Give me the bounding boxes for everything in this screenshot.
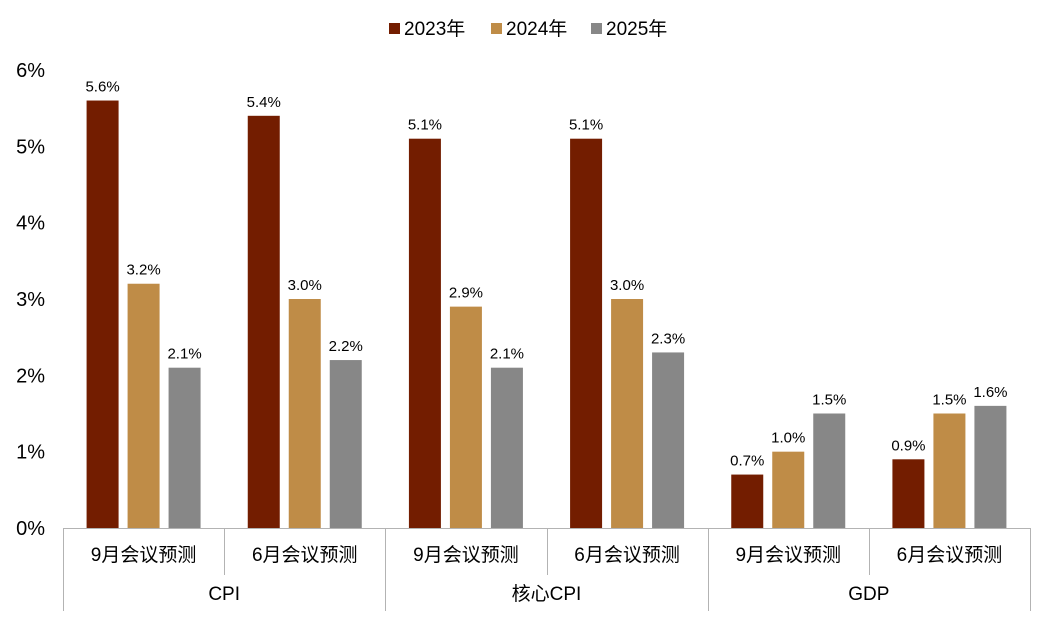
legend-label-1: 2024年 <box>506 18 567 40</box>
x-group-label: GDP <box>848 584 889 605</box>
data-label: 5.1% <box>569 117 603 134</box>
legend-label-2: 2025年 <box>606 18 667 40</box>
data-label: 5.6% <box>85 79 119 96</box>
y-tick-label: 3% <box>16 289 45 311</box>
y-tick-label: 4% <box>16 213 45 235</box>
x-category-label: 6月会议预测 <box>574 544 680 566</box>
bar-2-4 <box>813 413 846 528</box>
x-category-label: 6月会议预测 <box>897 544 1003 566</box>
bar-1-0 <box>127 283 160 528</box>
x-category-label: 6月会议预测 <box>252 544 358 566</box>
data-label: 1.5% <box>812 392 846 409</box>
bar-0-1 <box>247 115 280 529</box>
bar-2-2 <box>490 367 523 528</box>
data-label: 3.0% <box>610 277 644 294</box>
data-label: 1.0% <box>771 430 805 447</box>
bar-2-0 <box>168 367 201 528</box>
y-axis: 0% 1% 2% 3% 4% 5% 6% <box>16 60 45 540</box>
data-label: 3.2% <box>126 262 160 279</box>
x-category-label: 9月会议预测 <box>413 544 519 566</box>
x-category-label: 9月会议预测 <box>735 544 841 566</box>
bar-2-1 <box>329 360 362 528</box>
data-label: 0.7% <box>730 453 764 470</box>
legend: 2023年 2024年 2025年 <box>389 18 667 40</box>
bar-1-3 <box>611 299 644 528</box>
bar-1-2 <box>449 306 482 528</box>
y-tick-label: 2% <box>16 365 45 387</box>
bar-1-4 <box>772 451 805 528</box>
bar-0-0 <box>86 100 119 529</box>
data-labels: 5.6% 3.2% 2.1% 5.4% 3.0% 2.2% 5.1% 2.9% 2.1% 5.1%… <box>85 79 1007 470</box>
legend-swatch-0 <box>389 23 400 34</box>
data-label: 5.1% <box>408 117 442 134</box>
bar-1-5 <box>933 413 966 528</box>
bars <box>86 100 1007 529</box>
bar-0-2 <box>408 138 441 528</box>
bar-2-3 <box>652 352 685 528</box>
data-label: 1.6% <box>973 384 1007 401</box>
legend-swatch-1 <box>491 23 502 34</box>
data-label: 2.3% <box>651 330 685 347</box>
bar-0-4 <box>731 474 764 528</box>
y-tick-label: 6% <box>16 60 45 82</box>
legend-label-0: 2023年 <box>404 18 465 40</box>
data-label: 3.0% <box>288 277 322 294</box>
bar-1-1 <box>288 299 321 528</box>
data-label: 5.4% <box>247 94 281 111</box>
y-tick-label: 1% <box>16 442 45 464</box>
bar-0-3 <box>570 138 603 528</box>
data-label: 2.1% <box>490 346 524 363</box>
x-group-label: CPI <box>208 584 240 605</box>
bar-2-5 <box>974 405 1007 528</box>
y-tick-label: 5% <box>16 136 45 158</box>
data-label: 2.1% <box>167 346 201 363</box>
data-label: 1.5% <box>932 392 966 409</box>
legend-swatch-2 <box>591 23 602 34</box>
bar-0-5 <box>892 459 925 528</box>
data-label: 2.9% <box>449 285 483 302</box>
data-label: 2.2% <box>329 338 363 355</box>
x-group-label: 核心CPI <box>512 583 582 605</box>
y-tick-label: 0% <box>16 518 45 540</box>
x-category-label: 9月会议预测 <box>91 544 197 566</box>
data-label: 0.9% <box>891 437 925 454</box>
